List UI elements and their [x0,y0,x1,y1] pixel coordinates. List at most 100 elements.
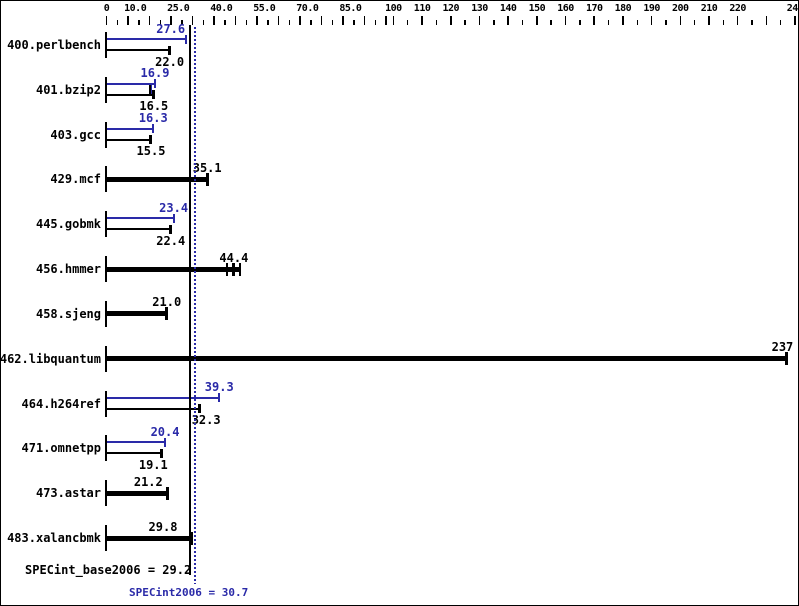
axis-tick-label: 190 [643,3,660,14]
axis-tick [464,20,466,25]
benchmark-label: 400.perlbench [7,38,101,52]
benchmark-label: 471.omnetpp [21,441,101,456]
value-label-peak: 16.9 [140,66,170,81]
row-start-bracket [105,525,107,552]
row-start-bracket [105,435,107,462]
axis-tick [213,16,215,25]
value-label-base: 21.0 [152,295,182,310]
axis-tick [736,16,739,25]
bar-base-end-cap [165,307,169,321]
bar-peak-end-cap [184,34,187,44]
value-label-base: 21.2 [133,474,163,489]
axis-tick [385,16,387,25]
axis-tick [564,16,567,25]
peak-mean-line [193,27,196,584]
axis-tick [245,20,248,25]
axis-tick-label: 170 [585,3,603,14]
bar-base-end-cap [197,404,201,414]
bar-base-end-cap [190,531,194,545]
bar-base [107,93,154,96]
value-label-base: 16.5 [139,99,169,114]
peak-mean-label: SPECint2006 = 30.7 [129,586,249,599]
axis-tick [493,20,495,25]
axis-tick [708,16,710,25]
benchmark-label: 445.gobmk [35,217,101,232]
bar-base-end-cap [784,352,788,366]
bar-base [107,138,151,141]
axis-tick [310,20,312,25]
benchmark-label: 458.sjeng [35,306,101,321]
axis-tick [224,20,226,25]
benchmark-label: 401.bzip2 [35,82,101,97]
row-start-bracket [105,480,107,507]
axis-tick-label: 40.0 [210,3,233,14]
value-label-base: 22.0 [155,54,185,69]
bar-peak [107,82,155,85]
axis-tick [607,20,610,25]
bar-base-end-cap [205,172,209,186]
bar-peak [107,217,174,220]
axis-tick-label: 120 [442,3,460,14]
run-spread-tick [239,262,242,276]
axis-tick [105,16,108,25]
axis-tick [765,16,768,25]
axis-tick-label: 100 [385,3,402,14]
axis-tick [170,16,172,25]
bar-base-end-cap [165,486,169,500]
axis-tick [636,20,638,25]
axis-tick [579,20,581,25]
bar-peak-end-cap [153,79,156,89]
bar-base [107,452,162,455]
axis-tick [392,16,395,25]
axis-tick [722,20,725,25]
benchmark-label: 462.libquantum [0,351,101,366]
axis-tick [679,16,682,25]
axis-tick [779,20,782,25]
axis-tick-label: 25.0 [167,3,190,14]
bar-peak [107,127,154,130]
axis-tick [234,16,237,25]
axis-tick [536,16,538,25]
axis-tick [507,16,509,25]
value-label-base: 237 [771,340,794,355]
bar-base-end-cap [168,45,172,55]
bar-base [107,311,167,317]
axis-tick-label: 220 [729,3,746,14]
bar-base [107,176,208,182]
axis-tick [159,20,162,25]
bar-base-end-cap [169,224,173,234]
axis-tick [693,20,696,25]
value-label-peak: 27.6 [156,21,186,36]
axis-tick-label: 130 [471,3,488,14]
value-label-base: 35.1 [192,160,222,175]
axis-tick-label: 85.0 [339,3,362,14]
value-label-base: 15.5 [136,144,166,159]
bar-peak-end-cap [152,124,155,134]
bar-base-end-cap [159,448,163,458]
axis-tick [138,20,140,25]
axis-tick-label: 140 [499,3,517,14]
value-label-peak: 39.3 [204,380,234,395]
axis-tick-label: 210 [700,3,718,14]
row-start-bracket [105,76,107,103]
bar-base [107,490,168,496]
row-start-bracket [105,121,107,148]
row-start-bracket [105,32,107,58]
axis-tick [320,16,323,25]
axis-tick [521,20,524,25]
bar-base [107,535,192,541]
axis-tick [421,16,423,25]
axis-tick [256,16,258,25]
axis-tick [450,16,452,25]
axis-tick [267,20,269,25]
row-start-bracket [105,166,107,193]
bar-base [107,266,241,272]
axis-tick [148,16,151,25]
axis-tick-label: 0 [103,3,110,14]
axis-tick-label: 240 [786,3,798,14]
value-label-peak: 16.3 [138,111,168,126]
bar-peak-end-cap [172,213,175,223]
bar-peak [107,441,166,444]
bar-base [107,407,200,410]
